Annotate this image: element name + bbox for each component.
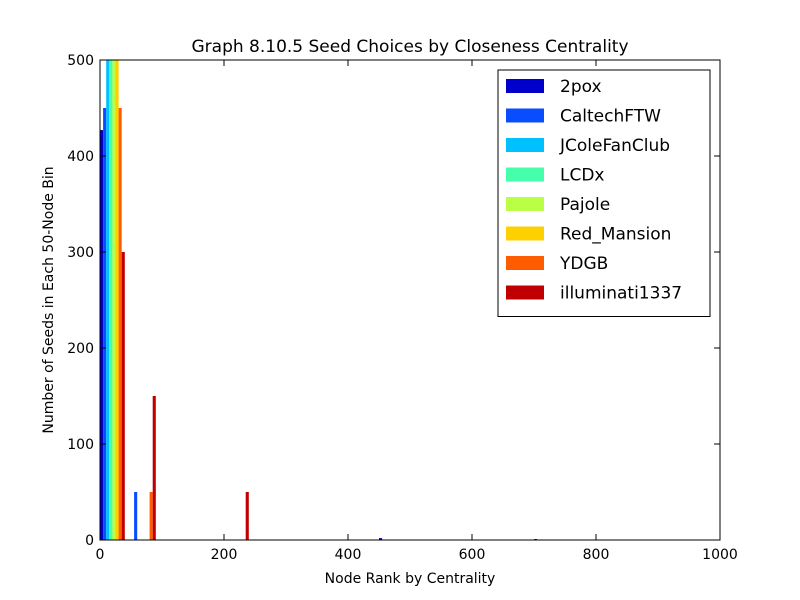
bar-caltechftw-bin-50 bbox=[134, 492, 138, 540]
bar-caltechftw-bin-0 bbox=[103, 108, 107, 540]
y-tick-label: 0 bbox=[85, 533, 94, 549]
bar-2pox-bin-450 bbox=[379, 538, 383, 540]
legend-swatch bbox=[506, 285, 544, 300]
bar-illuminati1337-bin-50 bbox=[152, 396, 156, 540]
y-tick-label: 400 bbox=[67, 149, 94, 165]
bars-layer bbox=[100, 60, 538, 540]
y-tick-label: 100 bbox=[67, 437, 94, 453]
legend-swatch bbox=[506, 197, 544, 211]
x-tick-label: 600 bbox=[459, 547, 486, 563]
x-axis-title: Node Rank by Centrality bbox=[325, 571, 496, 587]
x-tick-label: 200 bbox=[211, 547, 238, 563]
legend-label: illuminati1337 bbox=[560, 284, 682, 304]
chart-title: Graph 8.10.5 Seed Choices by Closeness C… bbox=[191, 37, 628, 57]
bar-jcolefanclub-bin-0 bbox=[106, 60, 110, 540]
x-tick-label: 800 bbox=[583, 547, 610, 563]
legend-swatch bbox=[506, 79, 544, 93]
legend-label: LCDx bbox=[560, 166, 605, 186]
ticks-layer: 0 200 400 600 800 1000 0 100 200 300 400 500 bbox=[67, 53, 738, 563]
legend: 2pox CaltechFTW JColeFanClub LCDx Pajole Red_… bbox=[497, 69, 711, 317]
y-tick-label: 500 bbox=[67, 53, 94, 69]
plot-frame bbox=[99, 59, 721, 541]
y-tick-label: 200 bbox=[67, 341, 94, 357]
legend-swatch bbox=[506, 256, 544, 270]
legend-swatch bbox=[506, 167, 544, 182]
legend-swatch bbox=[506, 138, 544, 152]
legend-label: 2pox bbox=[560, 77, 602, 97]
legend-label: Pajole bbox=[560, 195, 610, 215]
bar-pajole-bin-0 bbox=[112, 60, 116, 540]
bar-illuminati1337-bin-0 bbox=[121, 252, 125, 540]
legend-label: CaltechFTW bbox=[560, 107, 661, 127]
legend-label: Red_Mansion bbox=[560, 225, 671, 245]
legend-swatch bbox=[506, 108, 544, 123]
y-tick-label: 300 bbox=[67, 245, 94, 261]
x-tick-label: 1000 bbox=[702, 547, 738, 563]
legend-swatch bbox=[506, 226, 544, 241]
bar-ydgb-bin-50 bbox=[149, 492, 153, 540]
legend-label: YDGB bbox=[559, 254, 608, 274]
bar-red-mansion-bin-0 bbox=[115, 60, 119, 540]
bar-illuminati1337-bin-200 bbox=[245, 492, 249, 540]
x-tick-label: 400 bbox=[335, 547, 362, 563]
x-tick-label: 0 bbox=[96, 547, 105, 563]
y-axis-title: Number of Seeds in Each 50-Node Bin bbox=[41, 166, 57, 433]
bar-lcdx-bin-0 bbox=[109, 60, 113, 540]
bar-ydgb-bin-0 bbox=[118, 108, 122, 540]
legend-label: JColeFanClub bbox=[559, 136, 670, 156]
bar-2pox-bin-0 bbox=[100, 130, 104, 540]
